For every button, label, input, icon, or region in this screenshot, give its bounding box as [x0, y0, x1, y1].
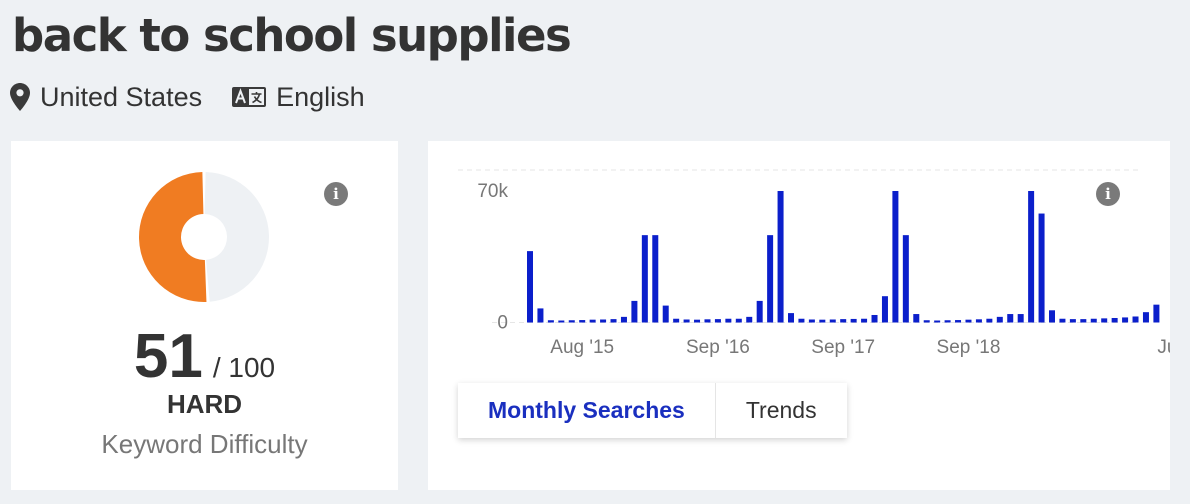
difficulty-value: 51 [133, 322, 203, 391]
difficulty-gauge [139, 172, 269, 302]
chart-bar[interactable] [631, 300, 638, 323]
chart-bar[interactable] [673, 318, 680, 323]
chart-bar[interactable] [1017, 314, 1024, 323]
x-tick-label: Jun '20 [1157, 337, 1170, 358]
chart-bar[interactable] [965, 319, 972, 323]
y-tick-label: 0 [497, 313, 508, 334]
chart-bar[interactable] [1049, 310, 1055, 323]
chart-bar[interactable] [725, 318, 732, 323]
chart-bar[interactable] [558, 320, 565, 323]
keyword-difficulty-card: i 51 / 100 HARD Keyword Difficulty [11, 141, 398, 490]
chart-bar[interactable] [683, 319, 690, 323]
chart-bar[interactable] [1059, 318, 1066, 323]
chart-bar[interactable] [1069, 319, 1076, 323]
chart-bar[interactable] [746, 316, 753, 323]
chart-bar[interactable] [1142, 312, 1149, 323]
difficulty-gauge-track [204, 172, 269, 302]
chart-bar[interactable] [735, 318, 742, 323]
chart-bar[interactable] [808, 319, 815, 323]
x-tick-label: Sep '16 [686, 337, 750, 358]
chart-bar[interactable] [1007, 314, 1014, 323]
chart-bar[interactable] [944, 320, 951, 323]
monthly-searches-card: 0 70k Aug '15 Sep '16 Sep '17 Sep '18 Jun '20… [428, 141, 1170, 490]
chart-bar[interactable] [934, 320, 941, 323]
language-meta: English [232, 82, 365, 113]
chart-bar[interactable] [788, 313, 794, 323]
tab-trends[interactable]: Trends [745, 397, 817, 423]
chart-bar[interactable] [819, 319, 826, 323]
chart-bar[interactable] [798, 318, 805, 323]
chart-bar[interactable] [620, 316, 627, 323]
chart-bar[interactable] [527, 251, 533, 323]
chart-bar[interactable] [641, 235, 648, 323]
chart-bar[interactable] [975, 319, 982, 323]
chart-bar[interactable] [568, 320, 575, 323]
chart-bar[interactable] [600, 319, 607, 323]
difficulty-level: HARD [166, 389, 243, 419]
page-title: back to school supplies [12, 9, 572, 62]
difficulty-max: / 100 [212, 352, 276, 383]
chart-bar[interactable] [756, 300, 763, 323]
chart-bar[interactable] [923, 320, 930, 323]
monthly-searches-chart: 0 70k Aug '15 Sep '16 Sep '17 Sep '18 Jun '20 [458, 169, 1170, 358]
x-tick-label: Aug '15 [550, 337, 614, 358]
info-icon[interactable]: i [1096, 182, 1120, 206]
chart-bar[interactable] [1038, 213, 1045, 323]
chart-bar[interactable] [902, 235, 909, 323]
translate-icon [232, 87, 267, 107]
language-text: English [276, 81, 365, 112]
chart-bar[interactable] [652, 235, 659, 323]
chart-bar[interactable] [829, 319, 836, 323]
chart-bar[interactable] [767, 235, 774, 323]
chart-tabs: Monthly Searches Trends [458, 383, 847, 438]
chart-bar[interactable] [955, 320, 962, 323]
difficulty-gauge-fill [139, 172, 207, 302]
chart-bar[interactable] [1122, 317, 1129, 323]
chart-bar[interactable] [1101, 318, 1108, 323]
x-tick-label: Sep '18 [937, 337, 1001, 358]
chart-bar[interactable] [589, 319, 596, 323]
location-text: United States [40, 81, 203, 112]
chart-bar[interactable] [892, 191, 899, 323]
y-tick-label: 70k [477, 181, 508, 202]
chart-bar[interactable] [694, 319, 701, 323]
chart-bar[interactable] [537, 308, 544, 323]
chart-bar[interactable] [610, 319, 617, 323]
chart-bar[interactable] [871, 314, 878, 323]
keyword-meta: United States English [10, 80, 395, 114]
chart-bar[interactable] [777, 191, 784, 323]
map-pin-icon [10, 83, 30, 111]
chart-bar[interactable] [861, 318, 868, 323]
chart-bar[interactable] [1153, 304, 1160, 323]
chart-bar[interactable] [996, 316, 1003, 323]
difficulty-label: Keyword Difficulty [101, 429, 308, 459]
chart-bar[interactable] [1090, 318, 1097, 323]
chart-bar[interactable] [840, 319, 847, 323]
chart-bar[interactable] [704, 319, 711, 323]
difficulty-score: 51 / 100 [11, 321, 398, 392]
chart-bar[interactable] [547, 320, 554, 323]
location-meta: United States [10, 82, 202, 113]
chart-bar[interactable] [1080, 319, 1087, 323]
chart-bar[interactable] [1111, 317, 1118, 323]
chart-bar[interactable] [579, 320, 586, 323]
chart-bar[interactable] [986, 318, 993, 323]
x-tick-label: Sep '17 [811, 337, 875, 358]
chart-bar[interactable] [662, 305, 669, 323]
chart-bar[interactable] [1028, 191, 1035, 323]
chart-bar[interactable] [881, 296, 888, 323]
chart-bar[interactable] [1132, 316, 1139, 323]
tab-monthly-searches[interactable]: Monthly Searches [458, 383, 716, 438]
info-icon[interactable]: i [324, 182, 348, 206]
chart-bar[interactable] [714, 319, 721, 323]
chart-bar[interactable] [913, 314, 920, 323]
chart-bar[interactable] [850, 318, 857, 323]
